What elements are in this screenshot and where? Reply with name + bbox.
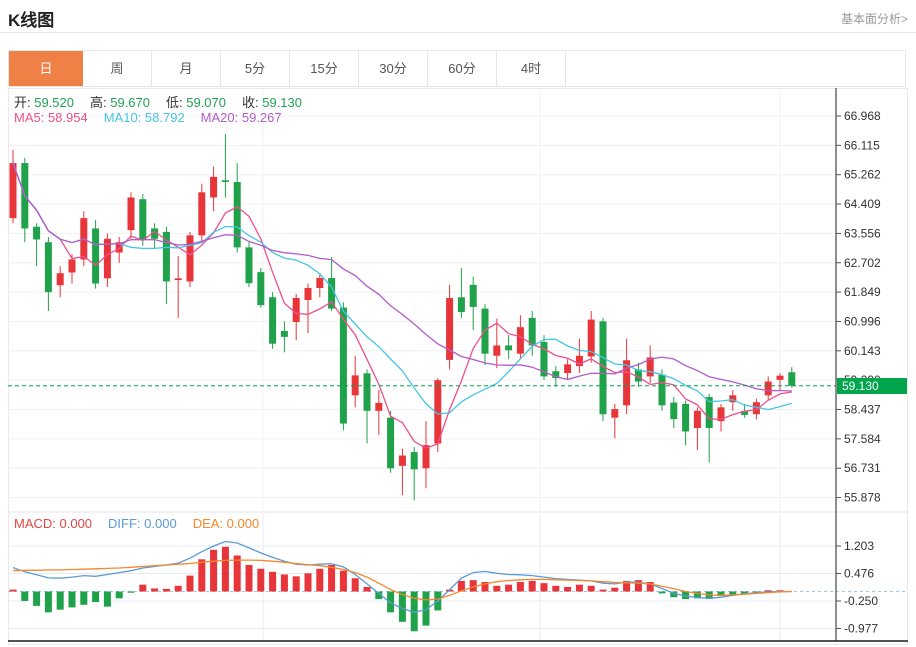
svg-text:-0.977: -0.977 [844,622,878,636]
candlesticks [9,133,796,501]
tab-月[interactable]: 月 [152,51,221,86]
macd-histogram [9,546,784,632]
tab-日[interactable]: 日 [9,51,83,86]
svg-text:1.203: 1.203 [844,539,874,553]
tab-30分[interactable]: 30分 [359,51,428,86]
svg-text:55.878: 55.878 [844,491,881,505]
page-title: K线图 [8,11,55,30]
fundamental-analysis-link[interactable]: 基本面分析> [840,12,908,26]
header-divider [0,32,916,33]
tab-5分[interactable]: 5分 [221,51,290,86]
svg-text:60.143: 60.143 [844,344,881,358]
svg-text:57.584: 57.584 [844,432,881,446]
axes [8,88,908,642]
macd-lines [12,540,792,613]
svg-text:66.115: 66.115 [844,138,880,152]
svg-text:-0.250: -0.250 [844,594,878,608]
svg-text:66.968: 66.968 [844,109,881,123]
info-item: MA5: 58.954 [14,110,88,125]
info-item: MACD: 0.000 [14,516,93,531]
info-item: 低: 59.070 [166,95,226,110]
info-item: MA20: 59.267 [200,110,282,125]
tab-15分[interactable]: 15分 [290,51,359,86]
ma-lines [12,162,792,449]
svg-text:62.702: 62.702 [844,256,881,270]
current-price-badge: 59.130 [837,378,907,394]
ohlc-info-row: 开: 59.520 高: 59.670 低: 59.070 收: 59.130 [14,92,318,111]
info-item: 收: 59.130 [242,95,302,110]
svg-text:56.731: 56.731 [844,461,881,475]
gridlines [8,88,908,641]
ma-info-row: MA5: 58.954 MA10: 58.792 MA20: 59.267 [14,110,298,125]
svg-text:0.476: 0.476 [844,567,874,581]
axis-labels: 66.968 66.115 65.262 64.409 63.556 62.702 61.8… [836,109,881,636]
svg-text:61.849: 61.849 [844,285,881,299]
info-item: 开: 59.520 [14,95,74,110]
info-item: DIFF: 0.000 [108,516,177,531]
svg-text:60.996: 60.996 [844,314,881,328]
macd-info-row: MACD: 0.000 DIFF: 0.000 DEA: 0.000 [14,516,275,531]
timeframe-tabs: 日周月 5分 15分 30分 60分 4时 [8,50,906,87]
svg-text:65.262: 65.262 [844,168,881,182]
tab-周[interactable]: 周 [83,51,152,86]
tab-4时[interactable]: 4时 [497,51,566,86]
info-item: MA10: 58.792 [103,110,185,125]
svg-text:58.437: 58.437 [844,403,881,417]
chart-border [8,88,908,645]
tab-60分[interactable]: 60分 [428,51,497,86]
info-item: 高: 59.670 [90,95,150,110]
svg-text:63.556: 63.556 [844,226,881,240]
info-item: DEA: 0.000 [192,516,260,531]
svg-text:64.409: 64.409 [844,197,881,211]
